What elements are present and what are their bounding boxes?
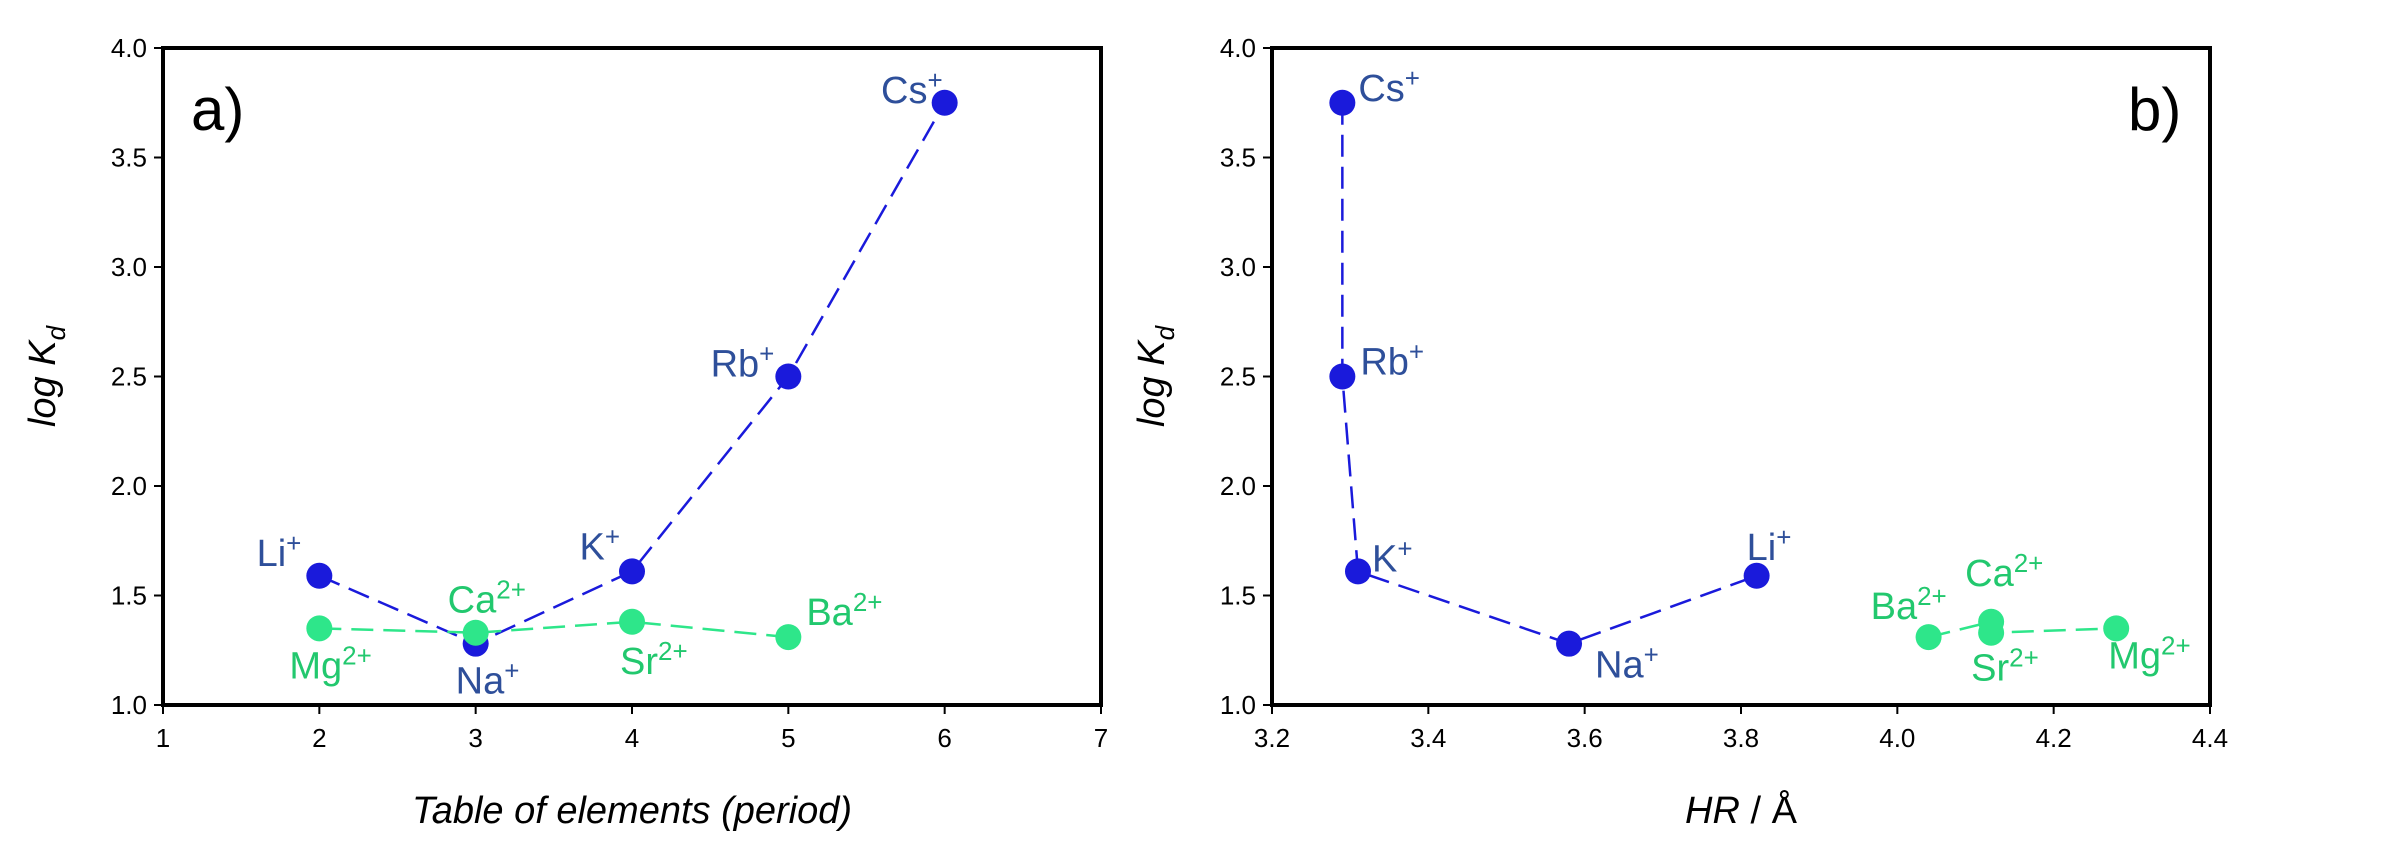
y-axis-title: log Kd <box>22 324 71 427</box>
point-label: Mg2+ <box>2108 630 2190 677</box>
plot-frame <box>1270 46 2212 707</box>
point-label: Ca2+ <box>1965 548 2043 595</box>
x-axis-title: HR / Å <box>1685 788 1798 832</box>
x-tick-label: 3.2 <box>1254 723 1290 753</box>
point-label: Mg2+ <box>289 640 371 687</box>
data-point <box>619 608 645 635</box>
data-point <box>619 558 645 585</box>
x-tick-label: 3.8 <box>1723 723 1759 753</box>
panel-label: a) <box>191 76 244 143</box>
x-tick-label: 5 <box>781 723 795 753</box>
x-tick-label: 6 <box>937 723 951 753</box>
x-axis-title: Table of elements (period) <box>412 790 852 832</box>
series-line <box>1928 620 2117 639</box>
y-tick-label: 2.0 <box>111 471 147 501</box>
point-label: Cs+ <box>1358 63 1420 110</box>
y-tick-label: 2.5 <box>111 362 147 392</box>
x-tick-label: 1 <box>156 723 170 753</box>
data-point <box>775 363 802 390</box>
y-tick-label: 4.0 <box>111 33 147 63</box>
point-label: Na+ <box>456 656 520 703</box>
point-label: Na+ <box>1595 640 1659 687</box>
data-point <box>1329 363 1356 390</box>
x-tick-label: 7 <box>1094 723 1108 753</box>
point-label: Li+ <box>1747 522 1792 569</box>
x-tick-label: 3 <box>468 723 482 753</box>
point-label: Ba2+ <box>1871 581 1947 628</box>
point-label: Sr2+ <box>1971 643 2039 690</box>
y-tick-label: 1.5 <box>1220 581 1256 611</box>
point-label: K+ <box>1372 533 1413 580</box>
data-point <box>775 624 802 651</box>
y-tick-label: 1.0 <box>1220 690 1256 720</box>
point-label: Cs+ <box>881 65 943 112</box>
plot-frame <box>161 46 1103 707</box>
y-tick-label: 3.5 <box>111 143 147 173</box>
series-line <box>318 102 946 646</box>
point-label: Rb+ <box>1360 337 1424 384</box>
point-label: Ca2+ <box>448 575 526 622</box>
x-tick-label: 3.6 <box>1567 723 1603 753</box>
y-tick-label: 4.0 <box>1220 33 1256 63</box>
data-point <box>1556 630 1583 657</box>
data-point <box>1743 562 1770 589</box>
y-tick-label: 3.0 <box>1220 252 1256 282</box>
x-tick-label: 4.4 <box>2192 723 2228 753</box>
x-tick-label: 4.2 <box>2036 723 2072 753</box>
x-tick-label: 4 <box>625 723 639 753</box>
x-tick-label: 4.0 <box>1879 723 1915 753</box>
data-point <box>1329 89 1356 116</box>
data-point <box>306 615 333 642</box>
y-tick-label: 2.0 <box>1220 471 1256 501</box>
panel-b: 3.2 3.4 3.6 3.8 4.0 4.2 4.4 1.0 1.5 2.0 2.5 3.0 3.5 4… <box>1131 33 2228 832</box>
data-point <box>2103 615 2130 642</box>
data-point <box>1978 619 2005 646</box>
point-label: Sr2+ <box>620 636 688 683</box>
y-tick-label: 2.5 <box>1220 362 1256 392</box>
data-point <box>306 562 333 589</box>
data-point <box>462 619 489 646</box>
panel-a: 1 2 3 4 5 6 7 1.0 1.5 2.0 2.5 3.0 3.5 4.0 Table of ele… <box>22 33 1108 832</box>
y-tick-label: 3.0 <box>111 252 147 282</box>
series-line <box>319 620 789 639</box>
point-label: K+ <box>579 521 620 568</box>
panel-label: b) <box>2128 76 2181 143</box>
point-label: Li+ <box>257 528 302 575</box>
data-point <box>1915 624 1942 651</box>
y-axis-title: log Kd <box>1131 324 1180 427</box>
y-tick-label: 1.5 <box>111 581 147 611</box>
y-tick-label: 3.5 <box>1220 143 1256 173</box>
point-label: Ba2+ <box>806 587 882 634</box>
y-tick-label: 1.0 <box>111 690 147 720</box>
data-point <box>1344 558 1371 585</box>
x-tick-label: 3.4 <box>1410 723 1446 753</box>
data-point <box>931 89 958 116</box>
point-label: Rb+ <box>711 339 775 386</box>
x-tick-label: 2 <box>312 723 326 753</box>
